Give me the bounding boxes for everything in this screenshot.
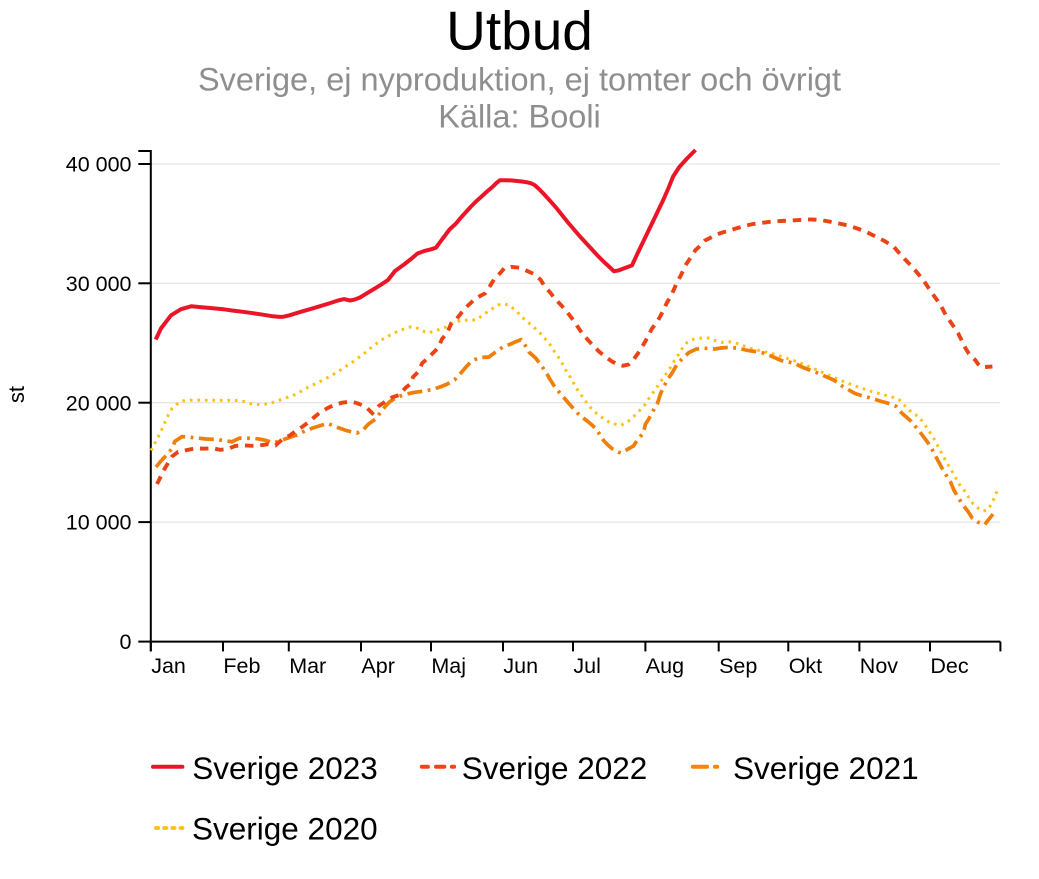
svg-text:Sverige, ej nyproduktion, ej t: Sverige, ej nyproduktion, ej tomter och …: [198, 62, 841, 98]
svg-text:Sverige 2022: Sverige 2022: [462, 750, 648, 786]
svg-text:Maj: Maj: [431, 654, 466, 678]
svg-text:Mar: Mar: [289, 654, 326, 678]
svg-text:0: 0: [120, 630, 132, 654]
svg-text:Sverige 2021: Sverige 2021: [733, 750, 919, 786]
svg-text:Sverige 2020: Sverige 2020: [192, 811, 378, 847]
svg-text:Jun: Jun: [503, 654, 538, 678]
svg-text:Dec: Dec: [930, 654, 968, 678]
svg-text:Apr: Apr: [361, 654, 394, 678]
svg-text:10 000: 10 000: [66, 511, 132, 535]
svg-text:Nov: Nov: [860, 654, 898, 678]
svg-text:Feb: Feb: [223, 654, 260, 678]
svg-text:Jul: Jul: [573, 654, 600, 678]
svg-text:40 000: 40 000: [66, 153, 132, 177]
svg-text:Sverige 2023: Sverige 2023: [192, 750, 378, 786]
svg-text:20 000: 20 000: [66, 391, 132, 415]
svg-text:Källa: Booli: Källa: Booli: [438, 99, 601, 135]
svg-text:st: st: [4, 386, 29, 403]
svg-text:Jan: Jan: [151, 654, 186, 678]
svg-text:Sep: Sep: [719, 654, 757, 678]
svg-text:30 000: 30 000: [66, 272, 132, 296]
svg-text:Aug: Aug: [646, 654, 684, 678]
svg-text:Okt: Okt: [789, 654, 822, 678]
svg-text:Utbud: Utbud: [446, 0, 593, 62]
